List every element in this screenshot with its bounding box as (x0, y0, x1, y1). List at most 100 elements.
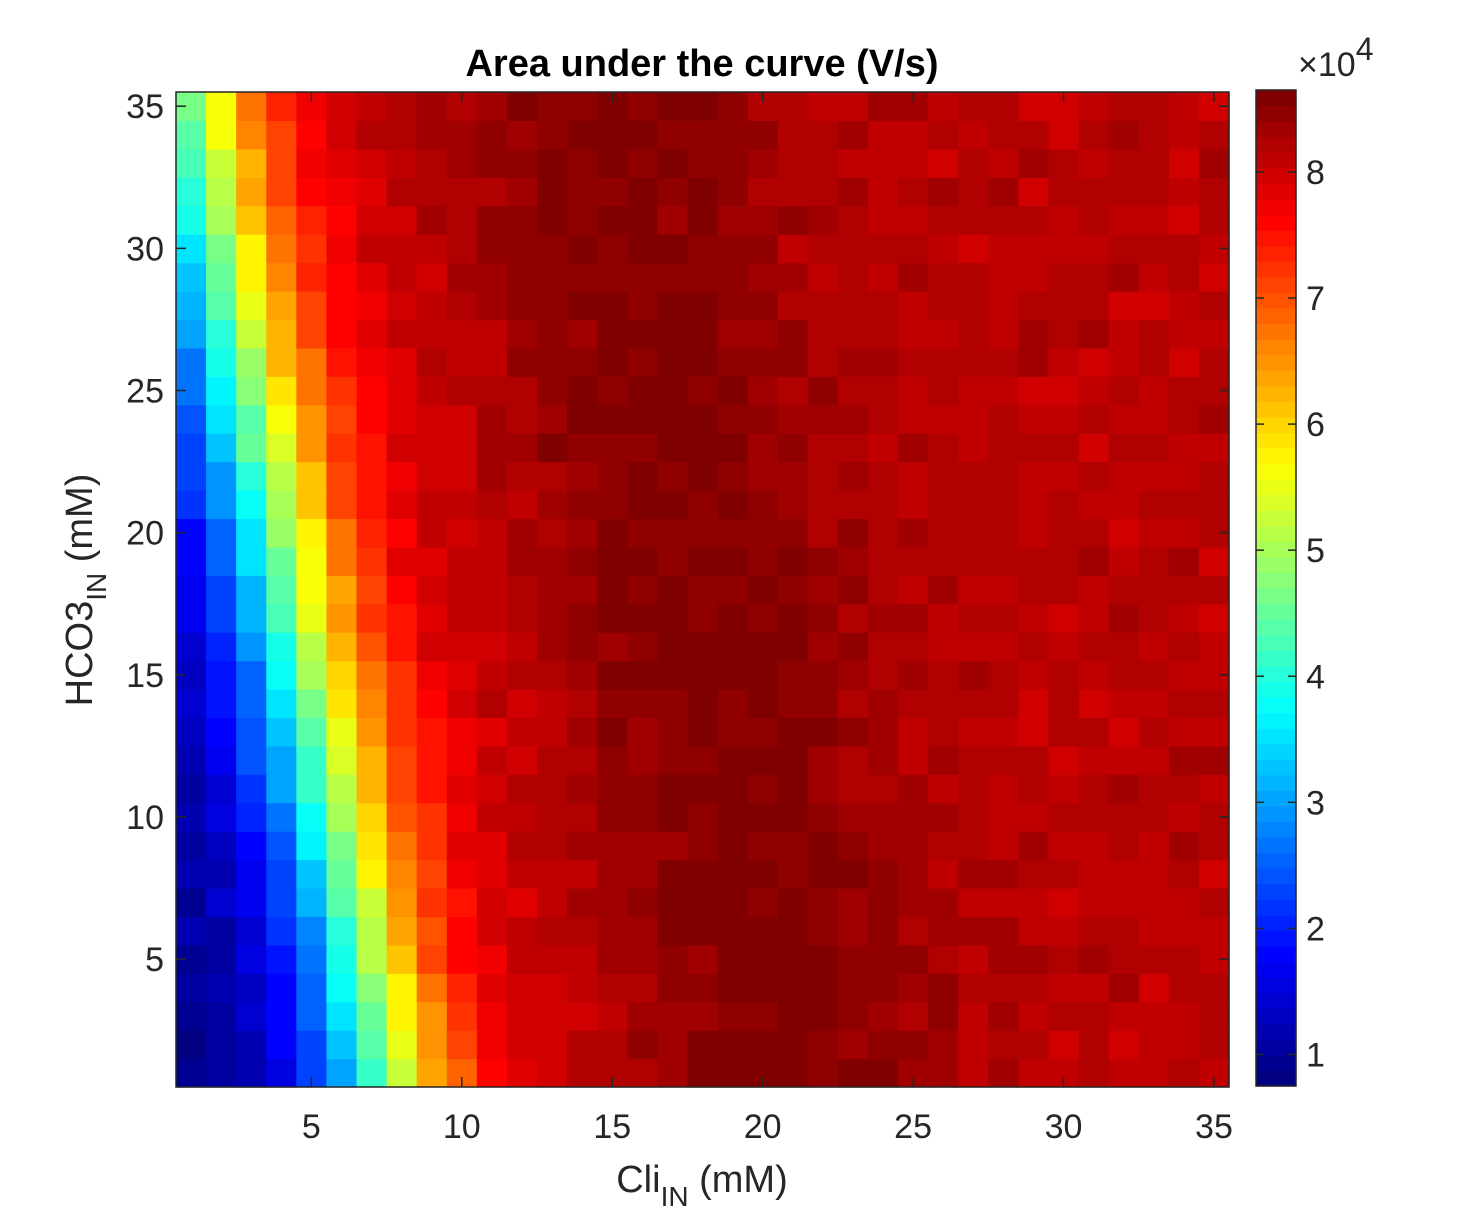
heatmap-cell (717, 205, 749, 235)
heatmap-cell (537, 774, 568, 804)
heatmap-cell (1138, 404, 1170, 434)
heatmap-cell (356, 859, 388, 889)
heatmap-cell (717, 92, 749, 122)
heatmap-cell (296, 831, 328, 861)
heatmap-cell (476, 177, 508, 207)
heatmap-cell (1078, 944, 1110, 974)
heatmap-cell (657, 1030, 689, 1060)
heatmap-cell (537, 92, 568, 122)
heatmap-cell (296, 177, 328, 207)
heatmap-cell (627, 888, 658, 918)
heatmap-cell (1048, 262, 1080, 292)
heatmap-cell (1078, 461, 1110, 491)
heatmap-cell (537, 802, 568, 832)
heatmap-cell (627, 404, 658, 434)
heatmap-cell (627, 92, 658, 122)
heatmap-cell (506, 859, 538, 889)
heatmap-cell (1198, 461, 1230, 491)
heatmap-cell (597, 916, 628, 946)
heatmap-cell (627, 745, 658, 775)
heatmap-cell (928, 490, 959, 520)
heatmap-cell (958, 944, 989, 974)
heatmap-cell (657, 660, 689, 690)
colorbar-band (1256, 463, 1296, 480)
heatmap-cell (1168, 347, 1200, 377)
heatmap-cell (717, 831, 749, 861)
heatmap-cell (506, 1030, 538, 1060)
heatmap-cell (537, 888, 568, 918)
heatmap-cell (687, 205, 719, 235)
heatmap-cell (266, 205, 297, 235)
heatmap-cell (567, 461, 598, 491)
heatmap-cell (446, 603, 478, 633)
heatmap-cell (206, 433, 237, 463)
heatmap-cell (777, 376, 809, 406)
heatmap-cell (506, 689, 538, 719)
heatmap-cell (537, 603, 568, 633)
heatmap-cell (837, 319, 869, 349)
heatmap-cell (687, 433, 719, 463)
heatmap-cell (1018, 490, 1050, 520)
heatmap-cell (1018, 92, 1050, 122)
heatmap-cell (1048, 546, 1080, 576)
heatmap-cell (537, 944, 568, 974)
heatmap-cell (416, 1030, 448, 1060)
heatmap-cell (296, 632, 328, 662)
heatmap-cell (988, 234, 1019, 264)
heatmap-cell (687, 774, 719, 804)
heatmap-cell (537, 1001, 568, 1031)
heatmap-cell (236, 92, 267, 122)
colorbar-band (1256, 588, 1296, 605)
heatmap-cell (416, 262, 448, 292)
heatmap-cell (1198, 319, 1230, 349)
heatmap-cell (1198, 490, 1230, 520)
heatmap-cell (1198, 433, 1230, 463)
heatmap-cell (597, 433, 628, 463)
chart-title: Area under the curve (V/s) (465, 43, 938, 85)
heatmap-cell (747, 717, 779, 747)
heatmap-cell (326, 120, 358, 150)
heatmap-cell (928, 603, 959, 633)
heatmap-cell (747, 774, 779, 804)
heatmap-cell (1198, 717, 1230, 747)
heatmap-cell (1048, 632, 1080, 662)
heatmap-cell (296, 205, 328, 235)
heatmap-cell (1168, 575, 1200, 605)
heatmap-cell (687, 1030, 719, 1060)
heatmap-cell (928, 888, 959, 918)
heatmap-cell (1198, 632, 1230, 662)
heatmap-cell (1168, 1030, 1200, 1060)
heatmap-cell (807, 234, 839, 264)
heatmap-cell (687, 262, 719, 292)
heatmap-cell (1078, 888, 1110, 918)
heatmap-cell (717, 660, 749, 690)
heatmap-cell (747, 831, 779, 861)
heatmap-cell (597, 291, 628, 321)
heatmap-cell (807, 859, 839, 889)
heatmap-cell (958, 177, 989, 207)
heatmap-cell (1078, 291, 1110, 321)
heatmap-cell (537, 376, 568, 406)
heatmap-cell (266, 689, 297, 719)
heatmap-cell (988, 944, 1019, 974)
heatmap-cell (176, 831, 207, 861)
heatmap-cell (867, 575, 899, 605)
heatmap-cell (1138, 575, 1170, 605)
heatmap-cell (1048, 205, 1080, 235)
heatmap-cell (867, 689, 899, 719)
heatmap-cell (446, 518, 478, 548)
heatmap-cell (958, 632, 989, 662)
heatmap-cell (597, 262, 628, 292)
heatmap-cell (657, 376, 689, 406)
heatmap-cell (988, 461, 1019, 491)
heatmap-cell (506, 120, 538, 150)
heatmap-cell (266, 888, 297, 918)
heatmap-cell (446, 575, 478, 605)
heatmap-cell (958, 888, 989, 918)
colorbar-band (1256, 339, 1296, 356)
heatmap-cell (206, 1001, 237, 1031)
heatmap-cell (326, 944, 358, 974)
heatmap-cell (326, 717, 358, 747)
heatmap-cell (1198, 575, 1230, 605)
